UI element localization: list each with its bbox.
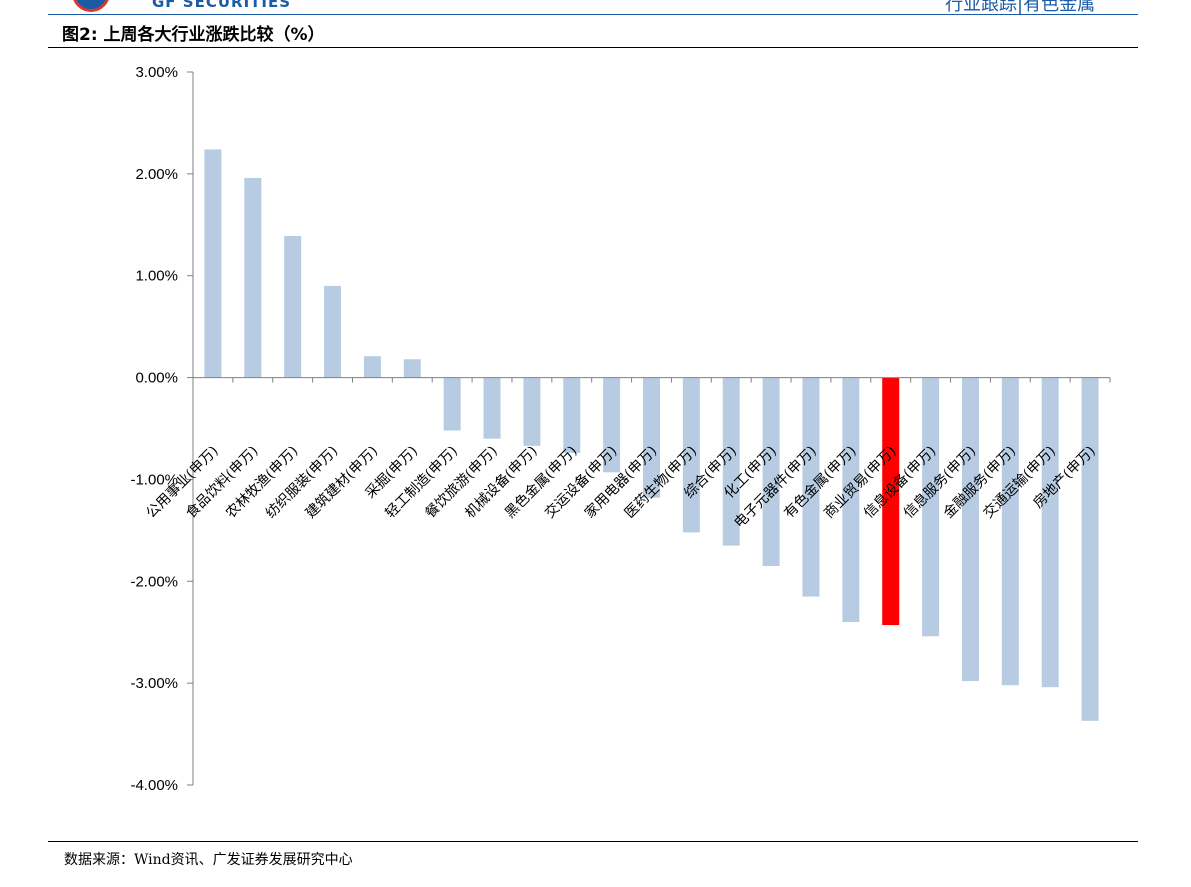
bar (563, 377, 581, 453)
bar (204, 149, 222, 378)
header-divider (48, 14, 1138, 15)
bar (802, 377, 820, 597)
bar (1041, 377, 1059, 688)
bar (483, 377, 501, 439)
bar (643, 377, 660, 498)
bar (922, 377, 940, 637)
footer-divider (48, 841, 1138, 842)
bar (244, 177, 262, 378)
bar (1001, 377, 1019, 686)
y-tick-label: -4.00% (130, 777, 178, 794)
report-type: 行业跟踪|有色金属 (945, 0, 1096, 14)
category-label: 交运设备(申万) (541, 442, 620, 521)
y-tick-label: -2.00% (130, 573, 178, 590)
y-tick-label: -1.00% (130, 471, 178, 488)
bar (842, 377, 860, 623)
bar (363, 356, 381, 378)
y-tick-label: 0.00% (135, 370, 178, 387)
y-tick-label: -3.00% (130, 675, 178, 692)
bar (1081, 377, 1099, 721)
bar (324, 285, 342, 378)
category-label: 机械设备(申万) (462, 442, 541, 521)
bar (403, 359, 421, 378)
brand-name: GF SECURITIES (152, 0, 292, 11)
bar (961, 377, 979, 682)
bar (443, 377, 461, 431)
data-source-note: 数据来源：Wind资讯、广发证券发展研究中心 (64, 852, 353, 868)
y-tick-label: 3.00% (135, 64, 178, 81)
bar (284, 235, 302, 378)
category-label: 食品饮料(申万) (182, 442, 261, 521)
figure-title: 图2: 上周各大行业涨跌比较（%） (62, 25, 325, 45)
bar (762, 377, 780, 567)
bar (722, 377, 740, 546)
title-divider (48, 47, 1138, 48)
report-header: GF SECURITIES 行业跟踪|有色金属 (0, 0, 1191, 14)
bar-highlight (882, 377, 900, 626)
y-tick-label: 1.00% (135, 268, 178, 285)
bar (523, 377, 541, 446)
bar (682, 377, 700, 533)
category-label: 黑色金属(申万) (501, 442, 580, 521)
y-tick-label: 2.00% (135, 166, 178, 183)
bar (603, 377, 621, 473)
